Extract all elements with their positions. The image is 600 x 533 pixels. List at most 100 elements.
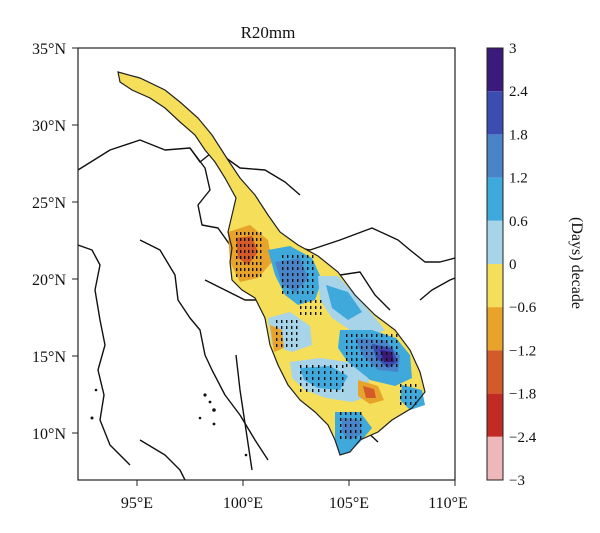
stipple-dot [302,261,304,264]
stipple-dot [236,244,238,247]
stipple-dot [371,346,373,349]
stipple-dot [312,273,314,276]
colorbar-tick-label: −0.6 [509,300,537,316]
stipple-dot [396,346,398,349]
y-tick-label: 35°N [32,41,66,58]
stipple-dot [282,261,284,264]
stipple-dot [240,268,242,271]
stipple-dot [302,291,304,294]
stipple-dot [391,364,393,367]
stipple-dot [361,352,363,355]
significance-stippling [236,232,417,439]
stipple-dot [305,312,307,315]
stipple-dot [351,346,353,349]
stipple-dot [260,250,262,253]
stipple-dot [292,291,294,294]
stipple-dot [256,244,258,247]
stipple-dot [260,256,262,259]
stipple-dot [355,430,357,433]
stipple-dot [302,279,304,282]
stipple-dot [386,346,388,349]
stipple-dot [300,306,302,309]
stipple-dot [405,384,407,387]
stipple-dot [330,383,332,386]
colorbar-tick-label: 2.4 [509,84,528,100]
stipple-dot [236,238,238,241]
stipple-dot [307,261,309,264]
stipple-dot [336,389,338,392]
stipple-dot [324,383,326,386]
stipple-dot [356,334,358,337]
stipple-dot [300,383,302,386]
stipple-dot [340,430,342,433]
colorbar-frame [486,47,504,481]
stipple-dot [350,412,352,415]
stipple-dot [291,326,293,329]
stipple-dot [366,340,368,343]
stipple-dot [282,255,284,258]
map-title: R20mm [241,23,296,42]
coastal-islands [90,388,248,457]
stipple-dot [356,364,358,367]
stipple-dot [410,396,412,399]
stipple-dot [376,340,378,343]
stipple-dot [276,344,278,347]
stipple-dot [291,338,293,341]
stipple-dot [345,430,347,433]
stipple-dot [307,279,309,282]
stipple-dot [396,358,398,361]
stipple-dot [381,364,383,367]
colorbar-segment [487,393,503,437]
stipple-dot [391,352,393,355]
stipple-dot [371,340,373,343]
stipple-dot [391,346,393,349]
stipple-dot [302,285,304,288]
colorbar-segment [487,48,503,92]
stipple-dot [340,418,342,421]
y-tick-label: 10°N [32,426,66,443]
y-tick-label: 15°N [32,349,66,366]
stipple-dot [360,424,362,427]
stipple-dot [292,255,294,258]
stipple-dot [366,346,368,349]
stipple-dot [302,273,304,276]
stipple-dot [324,389,326,392]
stipple-dot [244,250,246,253]
stipple-dot [415,396,417,399]
stipple-dot [356,358,358,361]
stipple-dot [376,346,378,349]
stipple-dot [342,365,344,368]
stipple-dot [236,232,238,235]
stipple-dot [305,306,307,309]
stipple-dot [330,389,332,392]
stipple-dot [410,402,412,405]
stipple-dot [256,274,258,277]
stipple-dot [336,371,338,374]
stipple-dot [292,285,294,288]
stipple-dot [345,412,347,415]
stipple-dot [336,383,338,386]
stipple-dot [318,365,320,368]
stipple-dot [252,232,254,235]
stipple-dot [346,364,348,367]
stipple-dot [281,344,283,347]
stipple-dot [305,300,307,303]
stipple-dot [306,365,308,368]
stipple-dot [371,352,373,355]
x-tick-label: 95°E [121,495,153,512]
stipple-dot [286,332,288,335]
stipple-dot [386,352,388,355]
stipple-dot [260,238,262,241]
stipple-dot [345,424,347,427]
stipple-dot [391,340,393,343]
stipple-dot [256,262,258,265]
stipple-dot [296,326,298,329]
stipple-dot [292,273,294,276]
stipple-dot [244,232,246,235]
colorbar-segment [487,307,503,351]
stipple-dot [292,261,294,264]
stipple-dot [300,365,302,368]
stipple-dot [256,256,258,259]
stipple-dot [306,389,308,392]
